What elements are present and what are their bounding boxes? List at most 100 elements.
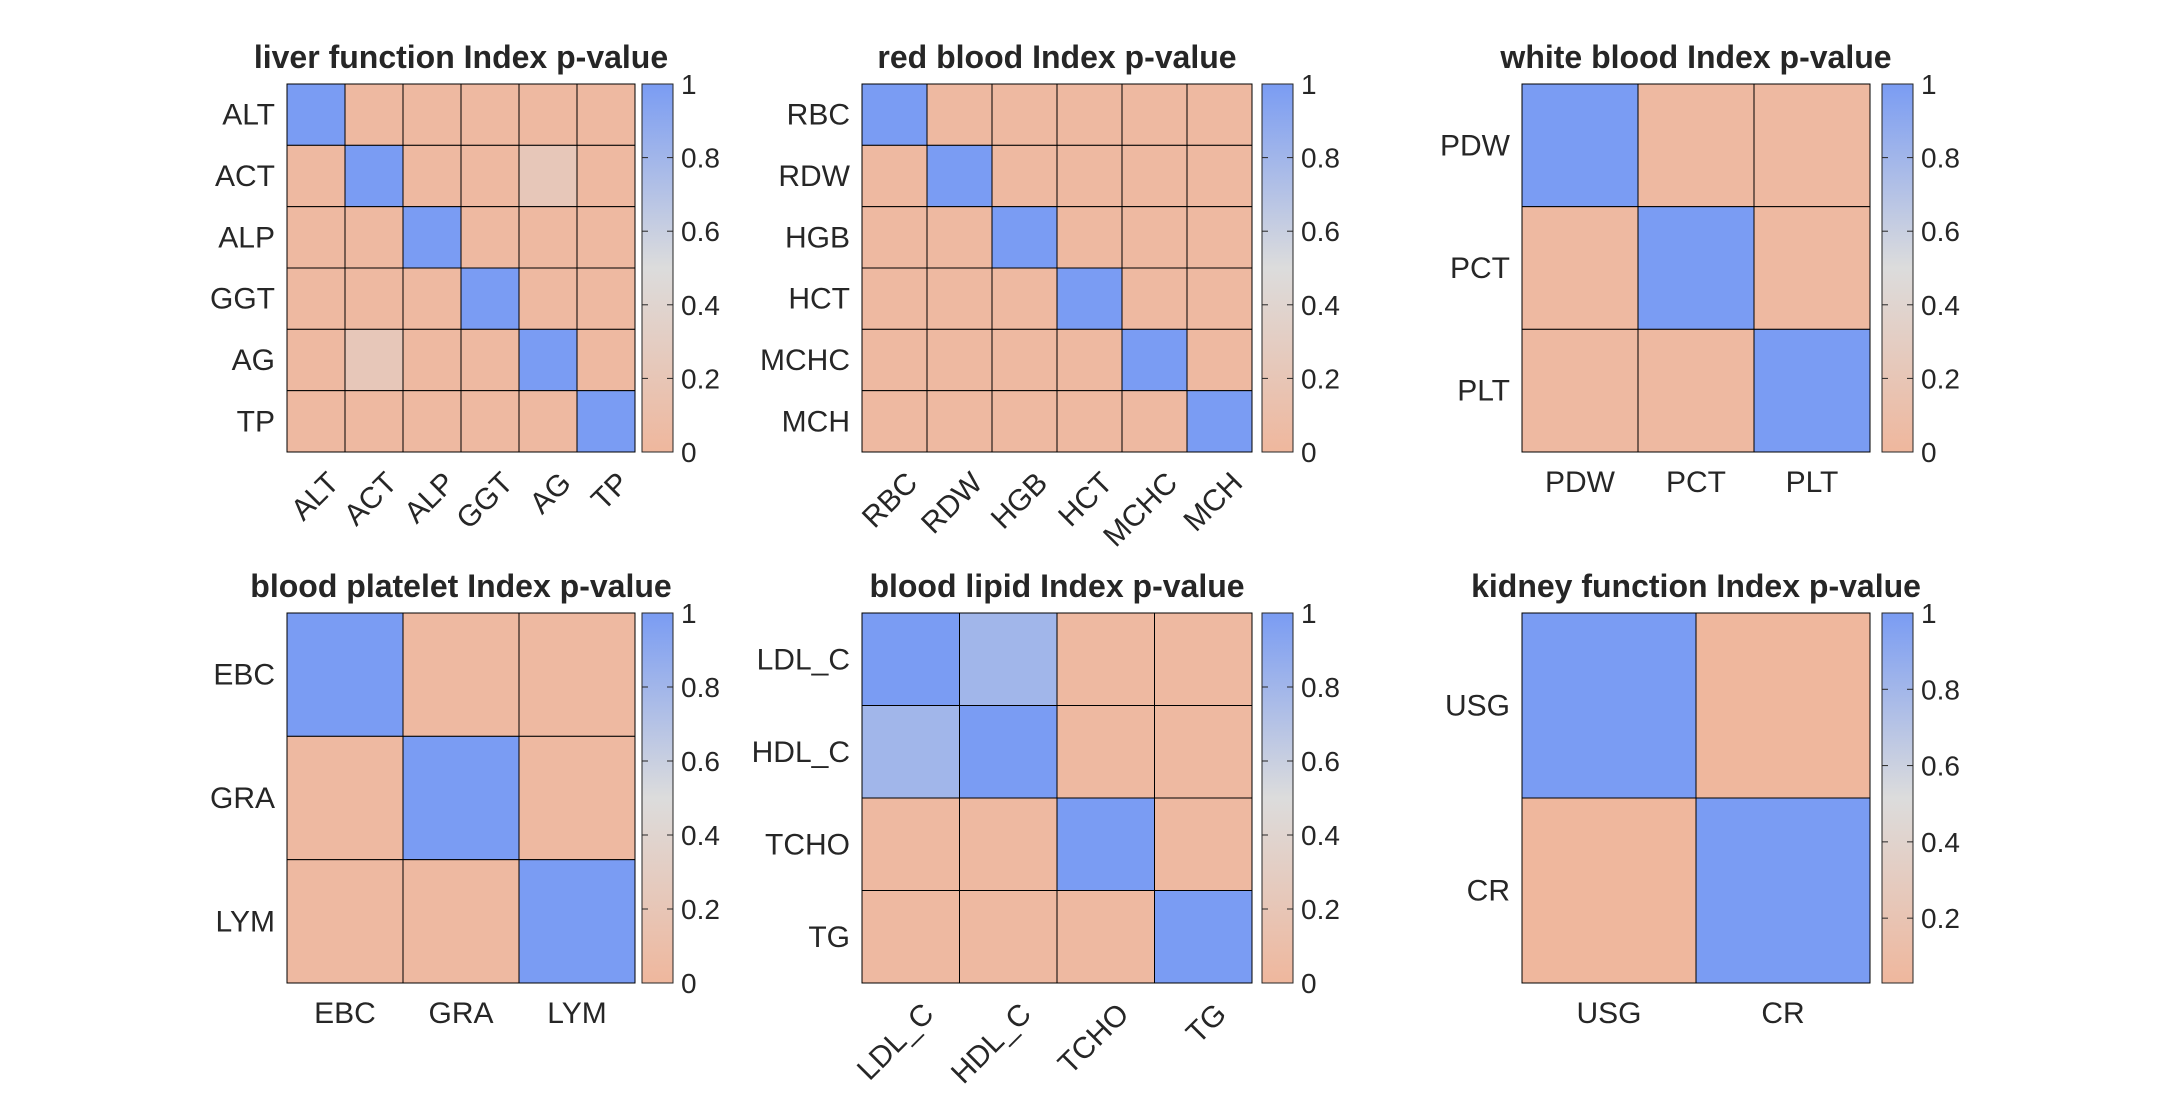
heatmap-cell bbox=[1056, 206, 1123, 269]
heatmap-cell bbox=[926, 83, 993, 146]
heatmap-cell bbox=[460, 144, 520, 208]
colorbar-tick-label: 0.4 bbox=[1921, 827, 1960, 858]
colorbar-tick-label: 0.4 bbox=[1301, 290, 1340, 321]
heatmap-cell bbox=[344, 144, 404, 208]
heatmap-cell bbox=[959, 797, 1058, 891]
y-tick-label: GRA bbox=[210, 782, 275, 815]
colorbar-tick-label: 0.8 bbox=[1921, 143, 1960, 174]
heatmap-cell bbox=[518, 390, 578, 453]
heatmap-cell bbox=[460, 267, 520, 330]
colorbar-tick-label: 0.4 bbox=[681, 820, 720, 851]
heatmap-cell bbox=[861, 797, 960, 891]
heatmap-cell bbox=[576, 267, 636, 330]
colorbar-tick-label: 0.2 bbox=[1301, 894, 1340, 925]
colorbar-tick-label: 0.2 bbox=[681, 894, 720, 925]
y-tick-label: HGB bbox=[785, 221, 850, 254]
heatmap-cell bbox=[1186, 267, 1253, 330]
heatmap-cell bbox=[344, 267, 404, 330]
y-tick-label: EBC bbox=[213, 659, 275, 692]
x-tick-label: USG bbox=[1576, 997, 1641, 1030]
heatmap-cell bbox=[1056, 328, 1123, 392]
y-tick-label: HDL_C bbox=[752, 736, 850, 769]
colorbar-tick-label: 1 bbox=[1921, 69, 1937, 100]
y-tick-label: TG bbox=[808, 921, 850, 954]
heatmap-cell bbox=[1521, 328, 1639, 453]
heatmap-cell bbox=[1121, 144, 1188, 208]
heatmap-cell bbox=[518, 144, 578, 208]
heatmap-cell bbox=[518, 328, 578, 392]
heatmap-cell bbox=[286, 267, 346, 330]
heatmap-cell bbox=[861, 612, 960, 706]
heatmap-cell bbox=[926, 267, 993, 330]
heatmap-cell bbox=[460, 328, 520, 392]
heatmap-cell bbox=[518, 612, 636, 737]
heatmap-cell bbox=[926, 144, 993, 208]
heatmap-cell bbox=[1753, 328, 1871, 453]
heatmap-cell bbox=[1186, 328, 1253, 392]
heatmap-cell bbox=[1154, 890, 1253, 984]
x-tick-label: CR bbox=[1761, 997, 1804, 1030]
y-tick-label: LYM bbox=[216, 905, 275, 938]
heatmap-cell bbox=[1186, 83, 1253, 146]
heatmap-cell bbox=[576, 144, 636, 208]
y-tick-label: ALP bbox=[218, 221, 275, 254]
heatmap-cell bbox=[1521, 612, 1697, 799]
y-tick-label: USG bbox=[1445, 690, 1510, 723]
colorbar-tick-label: 0.4 bbox=[1921, 290, 1960, 321]
heatmap-cell bbox=[1637, 83, 1755, 208]
chart-title: white blood Index p-value bbox=[1499, 39, 1891, 75]
x-tick-label: LYM bbox=[547, 997, 606, 1030]
chart-title: kidney function Index p-value bbox=[1471, 568, 1921, 604]
colorbar bbox=[1881, 612, 1914, 984]
heatmap-cell bbox=[861, 705, 960, 799]
heatmap-cell bbox=[402, 83, 462, 146]
heatmap-cell bbox=[576, 83, 636, 146]
heatmap-cell bbox=[1695, 797, 1871, 984]
heatmap-cell bbox=[1521, 83, 1639, 208]
heatmap-cell bbox=[1121, 390, 1188, 453]
heatmap-cell bbox=[1186, 206, 1253, 269]
x-tick-label: PLT bbox=[1786, 466, 1839, 499]
x-tick-label: GRA bbox=[428, 997, 493, 1030]
heatmap-cell bbox=[286, 83, 346, 146]
heatmap-cell bbox=[1521, 206, 1639, 330]
heatmap-cell bbox=[1753, 206, 1871, 330]
heatmap-cell bbox=[991, 267, 1058, 330]
heatmap-cell bbox=[926, 206, 993, 269]
colorbar-tick-label: 0.4 bbox=[681, 290, 720, 321]
heatmap-cell bbox=[402, 328, 462, 392]
heatmap-cell bbox=[991, 390, 1058, 453]
heatmap-cell bbox=[991, 144, 1058, 208]
colorbar-tick-label: 0.8 bbox=[1301, 143, 1340, 174]
colorbar-tick-label: 0.2 bbox=[1301, 363, 1340, 394]
colorbar bbox=[1261, 612, 1294, 984]
colorbar-tick-label: 0.6 bbox=[1921, 751, 1960, 782]
heatmap-cell bbox=[861, 890, 960, 984]
heatmap-cell bbox=[1121, 83, 1188, 146]
heatmap-cell bbox=[991, 83, 1058, 146]
colorbar-tick-label: 1 bbox=[1301, 598, 1317, 629]
chart-title: red blood Index p-value bbox=[877, 39, 1236, 75]
y-tick-label: PLT bbox=[1457, 375, 1510, 408]
y-tick-label: HCT bbox=[788, 283, 850, 316]
heatmap-cell bbox=[460, 83, 520, 146]
heatmap-cell bbox=[344, 206, 404, 269]
heatmap-cell bbox=[959, 612, 1058, 706]
heatmap-cell bbox=[576, 328, 636, 392]
colorbar-tick-label: 0.6 bbox=[1301, 216, 1340, 247]
heatmap-cell bbox=[926, 328, 993, 392]
heatmap-cell bbox=[286, 735, 404, 861]
heatmap-cell bbox=[861, 206, 928, 269]
y-tick-label: TCHO bbox=[765, 828, 850, 861]
heatmap-cell bbox=[959, 705, 1058, 799]
colorbar-tick-label: 0.2 bbox=[1921, 363, 1960, 394]
heatmap-cell bbox=[1121, 328, 1188, 392]
heatmap-cell bbox=[1186, 390, 1253, 453]
colorbar-tick-label: 0.6 bbox=[681, 216, 720, 247]
heatmap-cell bbox=[959, 890, 1058, 984]
heatmap-cell bbox=[402, 267, 462, 330]
colorbar-tick-label: 0.8 bbox=[681, 143, 720, 174]
y-tick-label: PCT bbox=[1450, 252, 1510, 285]
heatmap-cell bbox=[1056, 144, 1123, 208]
